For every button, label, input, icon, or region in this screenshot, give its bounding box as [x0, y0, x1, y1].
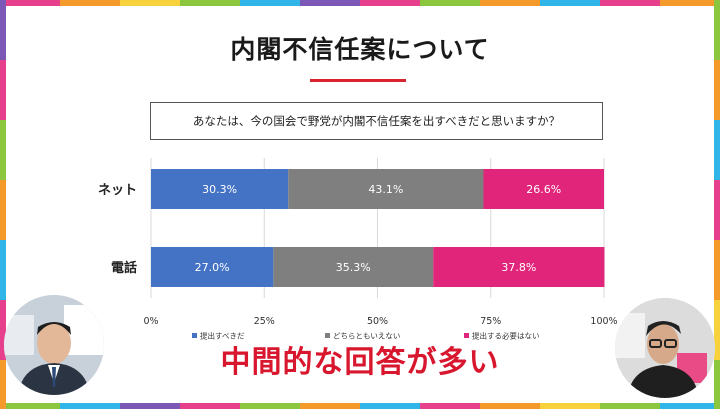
frame-segment	[420, 403, 480, 409]
frame-segment	[600, 403, 660, 409]
bar-value-label: 37.8%	[501, 261, 536, 274]
x-tick-label: 25%	[254, 316, 275, 327]
frame-segment	[360, 0, 420, 6]
host-avatar-right	[615, 298, 715, 398]
frame-segment	[714, 0, 720, 60]
page-title: 内閣不信任案について	[230, 35, 490, 64]
frame-segment	[714, 120, 720, 180]
person-right-image	[615, 298, 715, 398]
frame-segment	[540, 403, 600, 409]
bar-segment	[483, 169, 604, 209]
frame-segment	[714, 360, 720, 409]
bar-segment	[151, 169, 289, 209]
category-label: 電話	[111, 260, 137, 276]
frame-segment	[60, 403, 120, 409]
frame-segment	[714, 240, 720, 300]
legend-label: 提出すべきだ	[200, 331, 245, 341]
frame-segment	[420, 0, 480, 6]
frame-segment	[480, 403, 540, 409]
bar-value-label: 35.3%	[336, 261, 371, 274]
frame-segment	[0, 300, 6, 360]
frame-segment	[0, 0, 6, 60]
x-tick-label: 100%	[590, 316, 617, 327]
frame-segment	[714, 300, 720, 360]
frame-segment	[0, 60, 6, 120]
person-left-image	[4, 295, 104, 395]
legend-swatch	[464, 333, 469, 338]
bar-value-label: 26.6%	[526, 183, 561, 196]
bar-segment	[288, 169, 484, 209]
frame-segment	[714, 180, 720, 240]
frame-segment	[0, 360, 6, 409]
x-tick-label: 50%	[367, 316, 388, 327]
host-avatar-left	[4, 295, 104, 395]
frame-segment	[660, 403, 720, 409]
frame-segment	[480, 0, 540, 6]
frame-segment	[0, 120, 6, 180]
frame-segment	[240, 403, 300, 409]
frame-segment	[600, 0, 660, 6]
category-label: ネット	[98, 183, 137, 198]
frame-segment	[120, 403, 180, 409]
frame-segment	[180, 0, 240, 6]
frame-segment	[0, 240, 6, 300]
frame-segment	[180, 403, 240, 409]
frame-segment	[714, 60, 720, 120]
legend-swatch	[325, 333, 330, 338]
bar-value-label: 43.1%	[368, 183, 403, 196]
frame-segment	[300, 403, 360, 409]
bar-value-label: 30.3%	[202, 183, 237, 196]
frame-segment	[120, 0, 180, 6]
legend-swatch	[192, 333, 197, 338]
frame-segment	[240, 0, 300, 6]
frame-segment	[60, 0, 120, 6]
frame-segment	[0, 403, 60, 409]
bar-segment	[433, 247, 605, 287]
frame-segment	[300, 0, 360, 6]
frame-segment	[360, 403, 420, 409]
title-underline	[310, 79, 406, 82]
bar-segment	[273, 247, 434, 287]
legend-label: どちらともいえない	[333, 332, 400, 341]
legend-label: 提出する必要はない	[472, 331, 540, 341]
bar-segment	[151, 247, 274, 287]
frame-segment	[540, 0, 600, 6]
survey-question-text: あなたは、今の国会で野党が内閣不信任案を出すべきだと思いますか？	[192, 114, 561, 128]
survey-question-box: あなたは、今の国会で野党が内閣不信任案を出すべきだと思いますか？	[150, 102, 603, 140]
frame-segment	[660, 0, 720, 6]
bar-value-label: 27.0%	[195, 261, 230, 274]
x-tick-label: 75%	[480, 316, 501, 327]
x-tick-label: 0%	[143, 316, 158, 327]
frame-segment	[0, 0, 60, 6]
frame-segment	[0, 180, 6, 240]
subtitle-caption: 中間的な回答が多い	[220, 345, 500, 380]
